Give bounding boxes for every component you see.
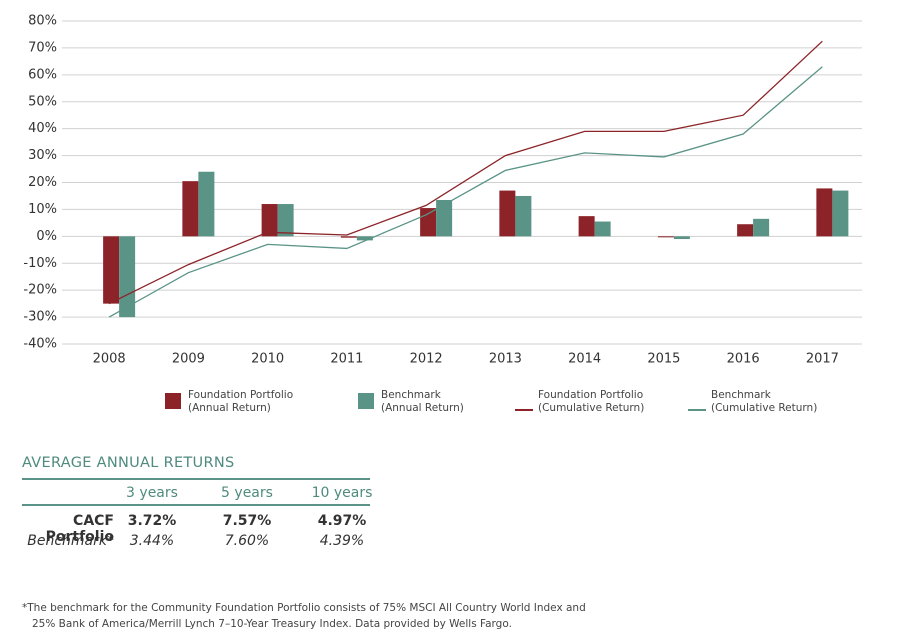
x-tick-label: 2017 [806, 352, 839, 367]
y-tick-label: 30% [28, 148, 57, 163]
cell: 7.57% [222, 513, 272, 529]
footnote-line: *The benchmark for the Community Foundat… [22, 602, 586, 614]
legend-swatch [358, 393, 374, 409]
column-header: 5 years [221, 485, 273, 501]
chart: -40% -30% -20% -10% 0% 10% 20% 30% 40% 50% 60% 70% 8… [23, 14, 862, 367]
y-tick-label: 40% [28, 121, 57, 136]
x-tick-label: 2016 [727, 352, 760, 367]
y-tick-label: 10% [28, 202, 57, 217]
bar [182, 181, 199, 237]
cell: 3.44% [129, 533, 175, 549]
legend-swatch [165, 393, 181, 409]
line [108, 40, 823, 305]
bar [499, 190, 516, 237]
y-tick-label: -20% [23, 283, 57, 298]
y-tick-label: 60% [28, 67, 57, 82]
row-label: CACF Portfolio [45, 513, 114, 545]
rule [22, 504, 370, 506]
y-tick-label: 80% [28, 14, 57, 29]
rule [22, 478, 370, 480]
line [108, 66, 823, 318]
bar [753, 218, 770, 237]
y-tick-label: 20% [28, 175, 57, 190]
bar [340, 236, 357, 238]
x-tick-label: 2015 [647, 352, 680, 367]
bar [737, 224, 754, 237]
bar [816, 188, 833, 237]
cell: 3.72% [127, 513, 177, 529]
legend-label: Benchmark (Annual Return) [381, 389, 464, 414]
bar [198, 171, 215, 237]
x-tick-label: 2008 [93, 352, 126, 367]
x-tick-label: 2010 [251, 352, 284, 367]
x-tick-label: 2012 [410, 352, 443, 367]
x-tick-label: 2011 [330, 352, 363, 367]
legend-swatch [515, 409, 533, 411]
y-tick-label: -40% [23, 337, 57, 352]
y-tick-label: -10% [23, 256, 57, 271]
row-label: Benchmark* [27, 533, 114, 549]
y-tick-label: 70% [28, 40, 57, 55]
table-title: AVERAGE ANNUAL RETURNS [22, 455, 235, 471]
x-tick-label: 2009 [172, 352, 205, 367]
bar [356, 236, 373, 241]
y-tick-label: -30% [23, 310, 57, 325]
legend-label: Benchmark (Cumulative Return) [711, 389, 818, 414]
y-tick-label: 0% [36, 229, 57, 244]
legend-label: Foundation Portfolio (Annual Return) [188, 389, 294, 414]
bar [420, 208, 437, 237]
cell: 7.60% [224, 533, 270, 549]
y-tick-label: 50% [28, 94, 57, 109]
footnote-line: 25% Bank of America/Merrill Lynch 7–10-Y… [32, 618, 512, 630]
bar [832, 190, 849, 237]
bar [261, 204, 278, 237]
x-tick-label: 2014 [568, 352, 601, 367]
bar [515, 195, 532, 237]
bar [436, 199, 453, 237]
bar [277, 204, 294, 237]
column-header: 3 years [126, 485, 178, 501]
legend-swatch [688, 409, 706, 411]
cell: 4.39% [319, 533, 365, 549]
bar [594, 221, 611, 237]
bar [103, 236, 120, 304]
bar [119, 236, 136, 318]
bar [673, 236, 690, 240]
footnote: *The benchmark for the Community Foundat… [22, 600, 586, 632]
legend-label: Foundation Portfolio (Cumulative Return) [538, 389, 645, 414]
bar [657, 236, 674, 238]
cell: 4.97% [317, 513, 367, 529]
x-tick-label: 2013 [489, 352, 522, 367]
column-header: 10 years [311, 485, 373, 501]
bar [578, 216, 595, 237]
